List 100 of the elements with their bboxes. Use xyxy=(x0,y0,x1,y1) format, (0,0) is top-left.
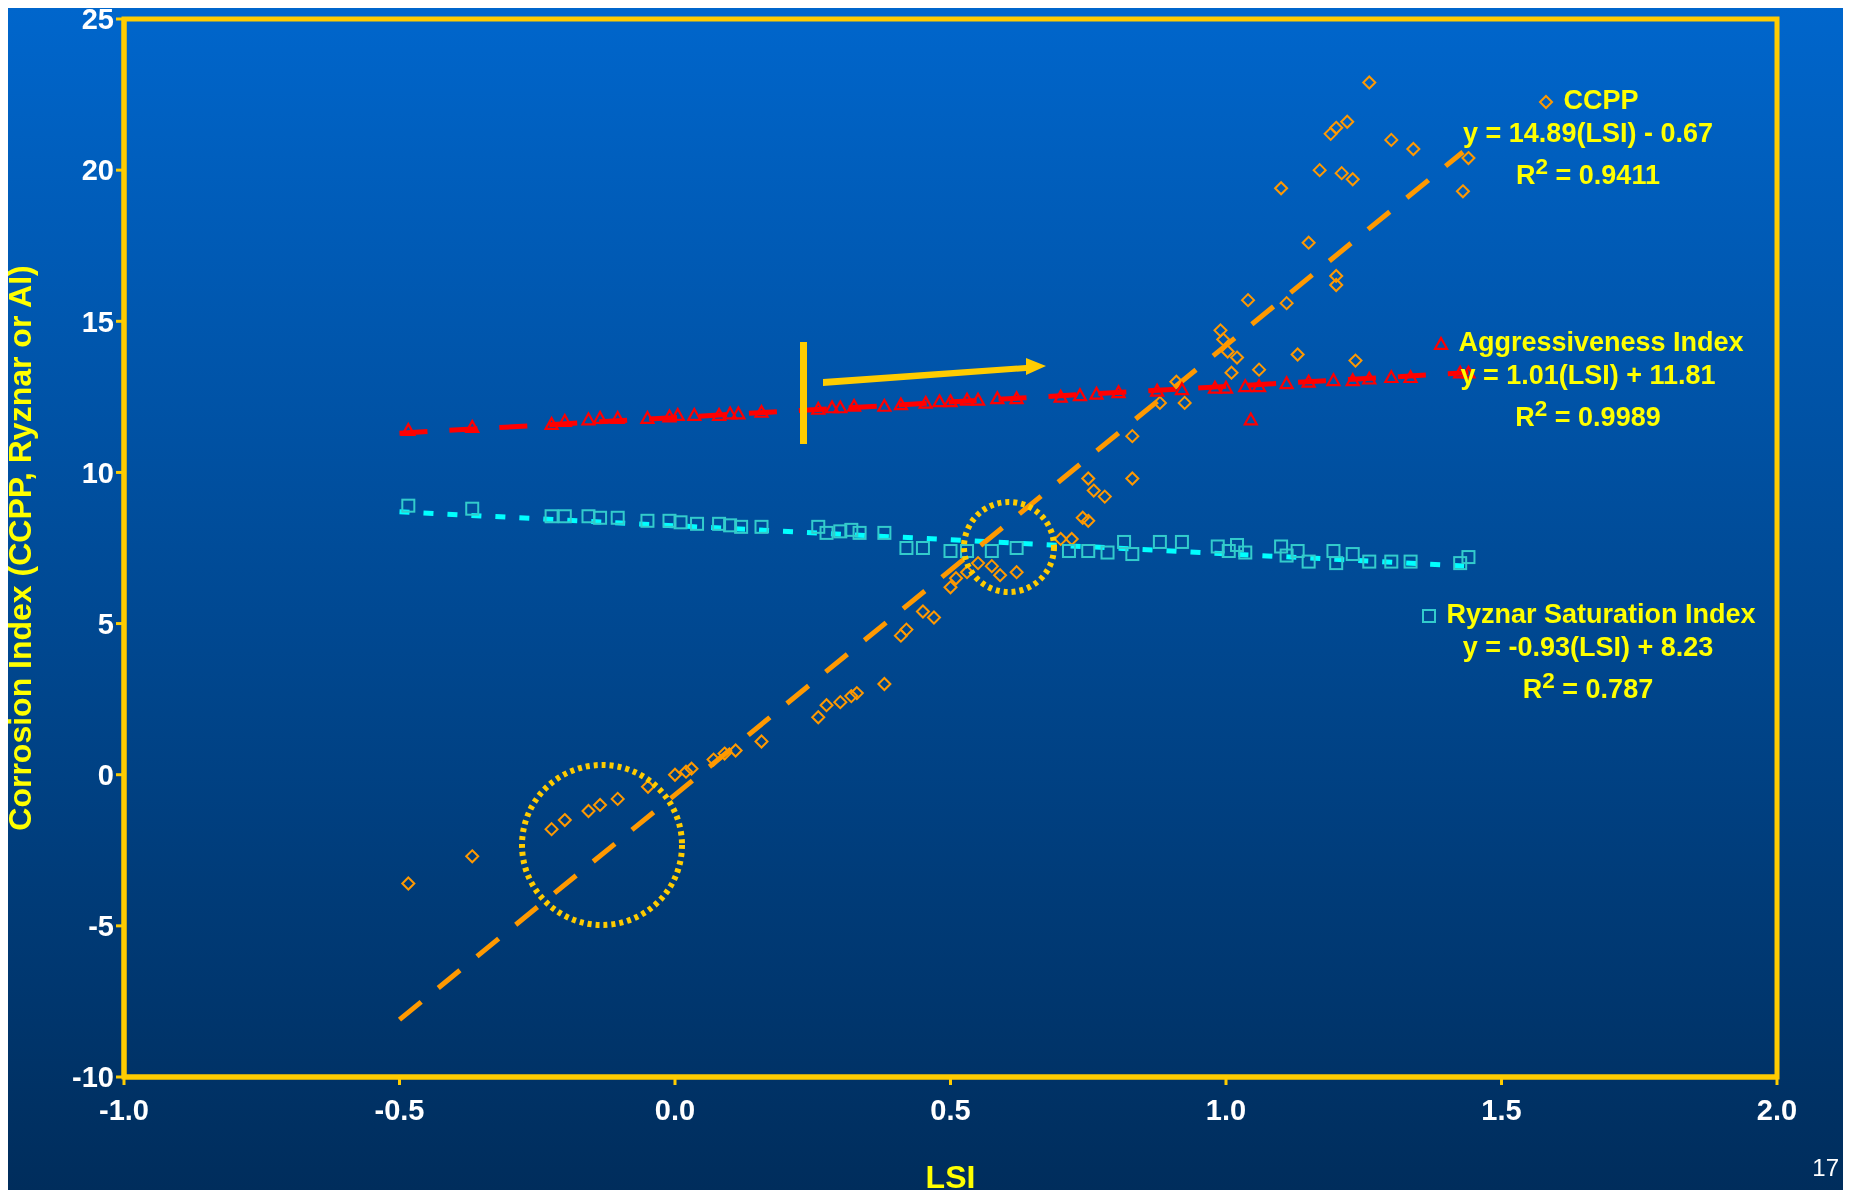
point xyxy=(1403,554,1418,569)
point xyxy=(723,406,738,420)
point xyxy=(1125,547,1140,562)
point xyxy=(401,498,416,513)
point xyxy=(1174,382,1190,396)
x-tick-label: 1.5 xyxy=(1481,1093,1522,1126)
y-tick-label: 15 xyxy=(81,305,114,338)
point xyxy=(1279,548,1294,563)
point xyxy=(712,516,727,531)
point xyxy=(734,519,749,534)
point xyxy=(687,407,702,421)
point xyxy=(1326,373,1341,387)
point xyxy=(662,513,677,528)
point xyxy=(846,398,862,412)
point xyxy=(899,541,914,555)
point xyxy=(1221,544,1236,559)
point xyxy=(465,501,480,516)
point xyxy=(593,510,608,525)
y-tick-label: 10 xyxy=(81,456,114,489)
point xyxy=(1453,556,1468,571)
point xyxy=(833,400,848,414)
point xyxy=(1301,554,1316,569)
point xyxy=(1117,534,1132,549)
y-tick-label: 20 xyxy=(81,154,114,187)
point xyxy=(610,510,625,525)
point xyxy=(1174,534,1189,549)
x-tick-label: 1.0 xyxy=(1205,1093,1247,1126)
point xyxy=(1207,380,1223,394)
y-tick-label: 5 xyxy=(97,607,114,640)
point xyxy=(943,394,958,408)
point xyxy=(1384,370,1399,384)
x-tick-label: 2.0 xyxy=(1756,1093,1798,1126)
point xyxy=(690,516,705,531)
point xyxy=(1009,391,1024,405)
point xyxy=(557,413,572,427)
annotation: R$^{2}$ = 0.9989 xyxy=(1514,395,1662,434)
point xyxy=(877,398,892,412)
legend-label: CCPP xyxy=(1562,84,1640,117)
point xyxy=(673,515,688,530)
point xyxy=(1290,544,1305,559)
x-axis-title: LSI xyxy=(925,1159,976,1195)
point xyxy=(918,395,933,409)
point xyxy=(1100,545,1115,560)
point xyxy=(723,518,738,533)
point xyxy=(1345,547,1360,562)
annotation: R$^{2}$ = 0.787 xyxy=(1521,667,1655,706)
point xyxy=(640,513,655,528)
point xyxy=(959,392,975,406)
point xyxy=(544,509,559,524)
point xyxy=(1461,550,1476,565)
annotation: R$^{2}$ = 0.9411 xyxy=(1515,153,1661,192)
point xyxy=(833,524,848,539)
point xyxy=(915,541,930,555)
y-tick-label: 25 xyxy=(81,3,114,36)
point xyxy=(1279,376,1294,390)
point xyxy=(990,391,1005,405)
point xyxy=(1274,539,1289,554)
point xyxy=(1238,545,1253,560)
text: 17 xyxy=(1812,1154,1839,1182)
y-tick-label: -10 xyxy=(72,1061,114,1094)
point xyxy=(465,419,480,433)
point xyxy=(824,400,840,414)
point xyxy=(731,406,746,420)
point xyxy=(960,544,975,559)
point xyxy=(970,392,986,406)
point xyxy=(984,544,999,559)
annotation: y = 1.01(LSI) + 11.81 xyxy=(1459,359,1717,392)
y-tick-label: -5 xyxy=(88,910,114,943)
point xyxy=(1403,370,1418,384)
point xyxy=(1053,389,1068,403)
point xyxy=(670,407,685,421)
annotation: y = -0.93(LSI) + 8.23 xyxy=(1461,631,1715,664)
point xyxy=(592,410,608,424)
point xyxy=(852,525,867,540)
legend-label: Aggressiveness Index xyxy=(1457,326,1745,359)
point xyxy=(581,412,596,426)
point xyxy=(1111,385,1126,399)
y-axis-title: Corrosion Index (CCPP, Ryznar or AI) xyxy=(2,265,39,831)
point xyxy=(1362,554,1377,569)
legend-label: Ryznar Saturation Index xyxy=(1445,598,1757,631)
point xyxy=(1230,537,1245,552)
point xyxy=(1210,539,1225,554)
point xyxy=(1150,383,1165,397)
point xyxy=(1362,371,1377,385)
point xyxy=(401,423,416,437)
point xyxy=(811,519,826,534)
point xyxy=(1345,373,1360,387)
point xyxy=(1251,379,1267,393)
point xyxy=(893,397,909,411)
point xyxy=(754,519,769,534)
point xyxy=(1152,534,1167,549)
point xyxy=(1009,541,1024,555)
point xyxy=(1081,544,1096,559)
y-tick-label: 0 xyxy=(97,759,114,792)
x-tick-label: 0.5 xyxy=(930,1093,971,1126)
point xyxy=(662,409,677,423)
point xyxy=(1384,554,1399,569)
x-tick-label: 0.0 xyxy=(654,1093,696,1126)
point xyxy=(943,544,958,559)
point xyxy=(1243,412,1258,426)
